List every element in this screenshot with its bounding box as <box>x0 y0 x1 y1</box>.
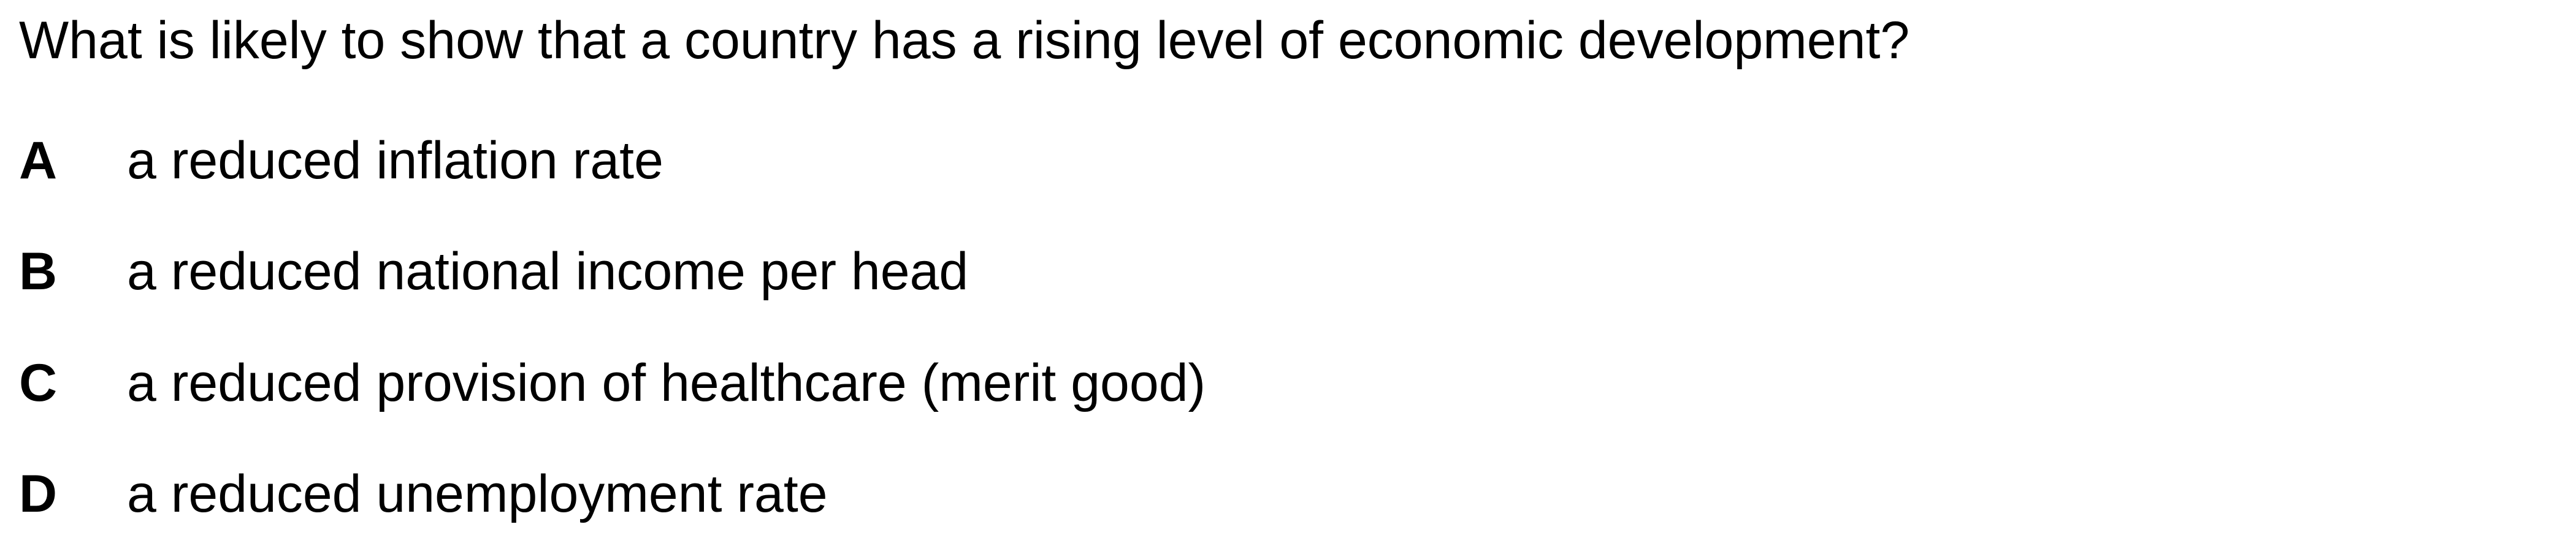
option-d: D a reduced unemployment rate <box>19 463 828 525</box>
option-text: a reduced inflation rate <box>127 131 663 190</box>
option-a: A a reduced inflation rate <box>19 130 663 191</box>
option-letter: A <box>19 131 58 190</box>
option-letter: D <box>19 465 58 523</box>
option-b: B a reduced national income per head <box>19 241 968 302</box>
question-text: What is likely to show that a country ha… <box>19 11 1910 70</box>
option-c: C a reduced provision of healthcare (mer… <box>19 352 1206 414</box>
option-letter: B <box>19 242 58 301</box>
option-text: a reduced provision of healthcare (merit… <box>127 354 1206 412</box>
option-text: a reduced national income per head <box>127 242 969 301</box>
option-letter: C <box>19 354 58 412</box>
option-text: a reduced unemployment rate <box>127 465 828 523</box>
